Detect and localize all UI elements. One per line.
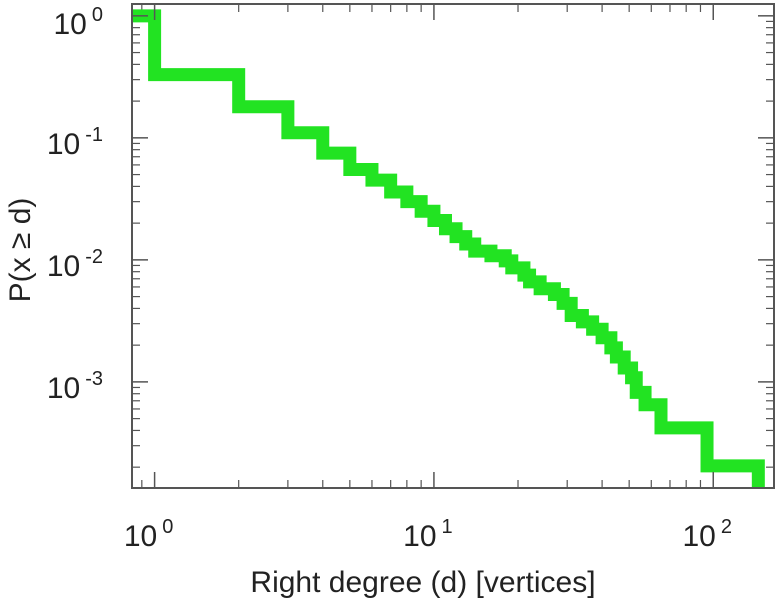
- series-layer: [132, 9, 765, 488]
- y-tick-label: 10 -3: [47, 368, 103, 405]
- x-tick-label: 10 1: [403, 516, 453, 553]
- y-tick-label: 10 -2: [47, 246, 103, 283]
- minor-ticks: [132, 4, 774, 488]
- y-tick-label: 10 0: [54, 4, 104, 41]
- x-tick-label: 10 0: [124, 516, 174, 553]
- x-axis-title: Right degree (d) [vertices]: [250, 566, 595, 599]
- series-line-0: [132, 9, 765, 488]
- y-axis-title: P(x ≥ d): [4, 198, 37, 303]
- x-tick-label: 10 2: [683, 516, 733, 553]
- tick-labels: 10 0 10 1 10 2 10 0 10 -1 10 -2 10 -3: [47, 4, 732, 553]
- y-tick-label: 10 -1: [47, 124, 103, 161]
- plot-frame: [131, 3, 775, 489]
- major-ticks: [132, 4, 774, 488]
